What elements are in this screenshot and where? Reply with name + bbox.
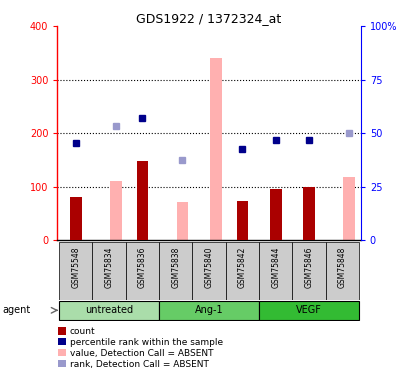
Bar — [209, 58, 221, 240]
Text: GSM75836: GSM75836 — [137, 246, 146, 288]
Bar — [159, 242, 192, 300]
Text: GSM75844: GSM75844 — [271, 246, 280, 288]
Bar — [110, 181, 121, 240]
Bar — [269, 189, 281, 240]
Bar — [292, 242, 325, 300]
Text: GSM75848: GSM75848 — [337, 246, 346, 288]
Bar — [258, 242, 292, 300]
Legend: count, percentile rank within the sample, value, Detection Call = ABSENT, rank, : count, percentile rank within the sample… — [58, 327, 222, 369]
Bar — [225, 242, 258, 300]
Bar — [192, 242, 225, 300]
Text: untreated: untreated — [85, 305, 133, 315]
Bar — [342, 177, 354, 240]
Bar — [159, 301, 258, 320]
Title: GDS1922 / 1372324_at: GDS1922 / 1372324_at — [136, 12, 281, 25]
Bar — [325, 242, 358, 300]
Text: VEGF: VEGF — [295, 305, 321, 315]
Text: GSM75838: GSM75838 — [171, 246, 180, 288]
Bar — [258, 301, 358, 320]
Text: GSM75846: GSM75846 — [304, 246, 313, 288]
Bar — [70, 197, 81, 240]
Bar — [59, 301, 159, 320]
Text: GSM75842: GSM75842 — [237, 246, 246, 288]
Text: GSM75548: GSM75548 — [71, 246, 80, 288]
Bar — [92, 242, 126, 300]
Bar — [176, 201, 188, 240]
Text: GSM75840: GSM75840 — [204, 246, 213, 288]
Bar — [303, 187, 314, 240]
Bar — [236, 201, 248, 240]
Bar — [59, 242, 92, 300]
Text: Ang-1: Ang-1 — [194, 305, 223, 315]
Bar — [136, 161, 148, 240]
Text: agent: agent — [2, 305, 30, 315]
Text: GSM75834: GSM75834 — [104, 246, 113, 288]
Bar — [126, 242, 159, 300]
